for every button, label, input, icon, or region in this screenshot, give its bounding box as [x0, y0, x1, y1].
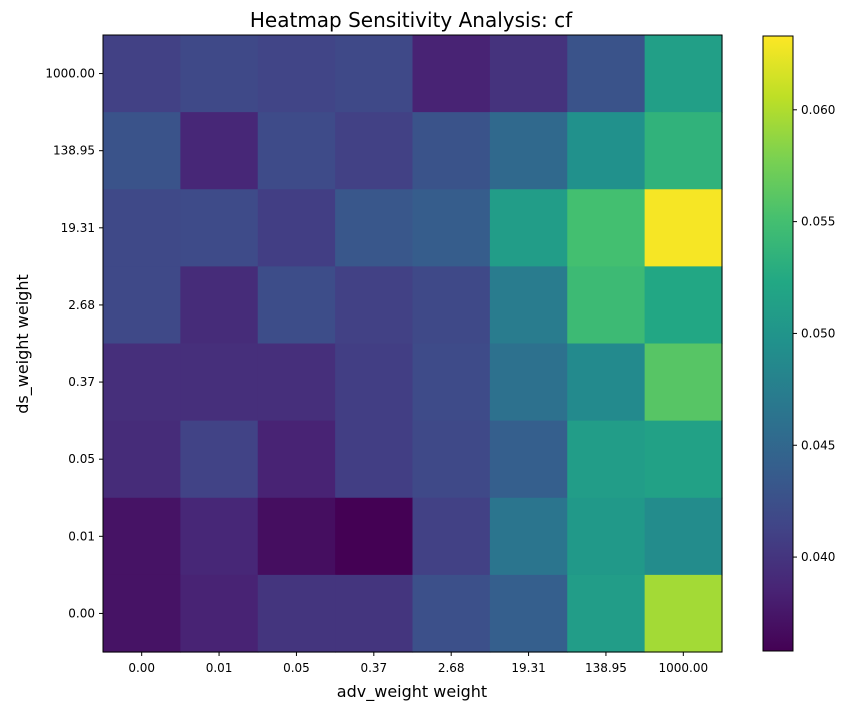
- heatmap-cell: [257, 497, 336, 576]
- heatmap-cell: [489, 497, 568, 576]
- heatmap-cell: [489, 35, 568, 113]
- chart-title: Heatmap Sensitivity Analysis: cf: [250, 8, 573, 32]
- x-tick-label: 19.31: [511, 661, 545, 675]
- colorbar-ticks: 0.040 0.045 0.050 0.055 0.060: [793, 103, 835, 564]
- heatmap-cell: [412, 343, 491, 422]
- heatmap-cell: [644, 266, 723, 345]
- heatmap-cell: [412, 266, 491, 345]
- heatmap-cell: [103, 497, 181, 576]
- heatmap-cell: [180, 189, 259, 267]
- heatmap-cell: [567, 574, 646, 653]
- heatmap-cell: [489, 343, 568, 422]
- heatmap-cell: [257, 343, 336, 422]
- y-tick-label: 0.37: [68, 375, 95, 389]
- heatmap-cell: [412, 497, 491, 576]
- heatmap-cell: [644, 343, 723, 422]
- x-tick-label: 0.01: [206, 661, 233, 675]
- x-axis-label: adv_weight weight: [337, 682, 487, 702]
- heatmap-cell: [180, 574, 259, 653]
- heatmap-cell: [257, 35, 336, 113]
- colorbar-tick-label: 0.055: [801, 215, 835, 229]
- heatmap-cell: [567, 112, 646, 190]
- heatmap-cell: [103, 189, 181, 267]
- heatmap-cell: [567, 343, 646, 422]
- heatmap-cell: [180, 112, 259, 190]
- heatmap-cell: [412, 420, 491, 499]
- heatmap-cell: [335, 420, 414, 499]
- y-axis-ticks: 1000.00 138.95 19.31 2.68 0.37 0.05 0.01 0.00: [45, 67, 103, 620]
- heatmap-cell: [567, 266, 646, 345]
- x-tick-label: 2.68: [438, 661, 465, 675]
- x-tick-label: 138.95: [585, 661, 627, 675]
- heatmap-cell: [644, 189, 723, 267]
- x-tick-label: 0.00: [128, 661, 155, 675]
- heatmap-cell: [257, 420, 336, 499]
- x-axis-ticks: 0.00 0.01 0.05 0.37 2.68 19.31 138.95 1000.00: [128, 652, 708, 675]
- heatmap-cell: [489, 420, 568, 499]
- heatmap-cell: [644, 497, 723, 576]
- heatmap-cell: [103, 343, 181, 422]
- heatmap-cell: [489, 574, 568, 653]
- y-tick-label: 0.01: [68, 529, 95, 543]
- heatmap-cell: [180, 35, 259, 113]
- heatmap-cell: [489, 189, 568, 267]
- heatmap-cell: [335, 343, 414, 422]
- colorbar-tick-label: 0.040: [801, 550, 835, 564]
- heatmap-cell: [644, 112, 723, 190]
- colorbar-tick-label: 0.050: [801, 326, 835, 340]
- heatmap-cell: [412, 112, 491, 190]
- y-tick-label: 2.68: [68, 298, 95, 312]
- y-axis-label: ds_weight weight: [13, 274, 33, 413]
- heatmap-cell: [257, 266, 336, 345]
- heatmap-cell: [335, 112, 414, 190]
- y-tick-label: 1000.00: [45, 67, 95, 81]
- heatmap-cell: [489, 266, 568, 345]
- colorbar: [762, 35, 794, 652]
- heatmap-cell: [180, 420, 259, 499]
- heatmap-cell: [335, 189, 414, 267]
- colorbar-tick-label: 0.045: [801, 438, 835, 452]
- heatmap-cell: [412, 35, 491, 113]
- heatmap-cell: [103, 266, 181, 345]
- heatmap-cell: [180, 497, 259, 576]
- y-tick-label: 0.05: [68, 452, 95, 466]
- heatmap-cell: [567, 420, 646, 499]
- heatmap-cell: [412, 189, 491, 267]
- heatmap-cells: [103, 35, 723, 653]
- heatmap-cell: [335, 35, 414, 113]
- heatmap-cell: [644, 35, 723, 113]
- y-tick-label: 138.95: [53, 144, 95, 158]
- heatmap-cell: [257, 574, 336, 653]
- heatmap-cell: [489, 112, 568, 190]
- heatmap-cell: [335, 497, 414, 576]
- heatmap-cell: [567, 497, 646, 576]
- heatmap-cell: [257, 189, 336, 267]
- heatmap-cell: [335, 574, 414, 653]
- y-tick-label: 19.31: [61, 221, 95, 235]
- heatmap-cell: [180, 266, 259, 345]
- y-tick-label: 0.00: [68, 606, 95, 620]
- heatmap-cell: [103, 574, 181, 653]
- heatmap-cell: [257, 112, 336, 190]
- heatmap-cell: [103, 420, 181, 499]
- x-tick-label: 0.05: [283, 661, 310, 675]
- heatmap-cell: [644, 574, 723, 653]
- heatmap-cell: [644, 420, 723, 499]
- heatmap-cell: [103, 35, 181, 113]
- heatmap-cell: [335, 266, 414, 345]
- colorbar-tick-label: 0.060: [801, 103, 835, 117]
- heatmap-cell: [103, 112, 181, 190]
- heatmap-cell: [412, 574, 491, 653]
- x-tick-label: 0.37: [360, 661, 387, 675]
- heatmap-cell: [180, 343, 259, 422]
- x-tick-label: 1000.00: [659, 661, 709, 675]
- plot-frame: [102, 34, 723, 653]
- heatmap-cell: [567, 189, 646, 267]
- heatmap-cell: [567, 35, 646, 113]
